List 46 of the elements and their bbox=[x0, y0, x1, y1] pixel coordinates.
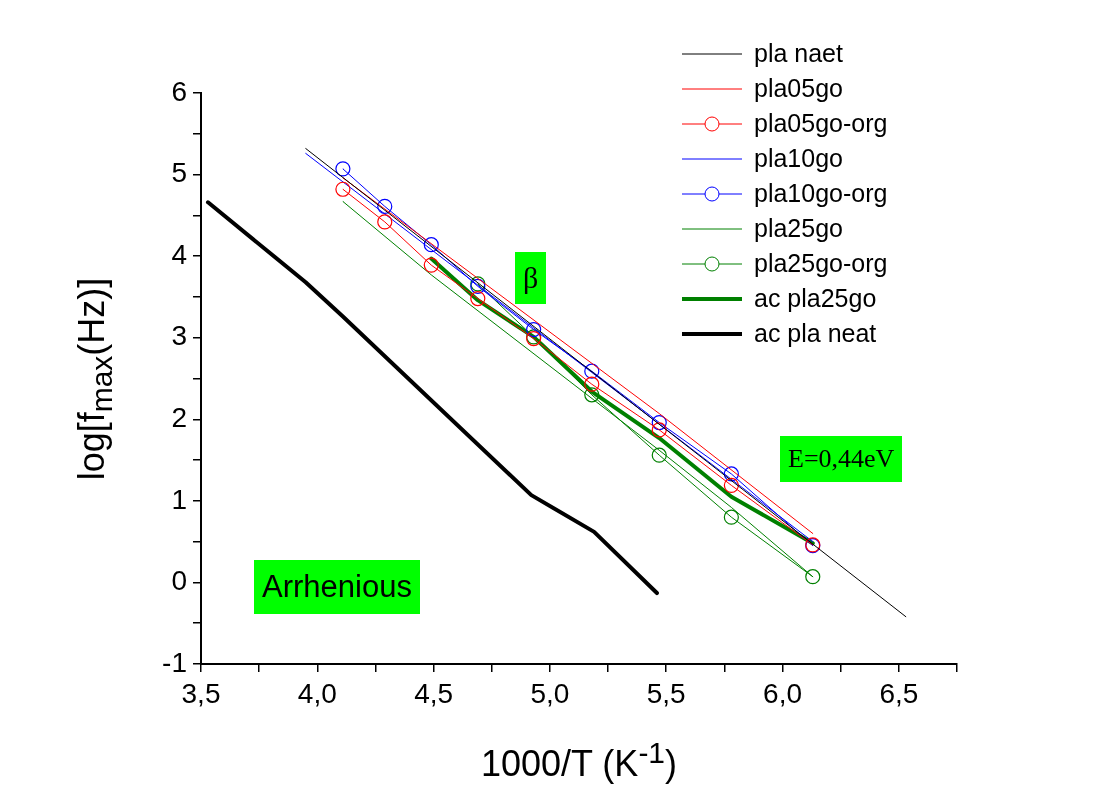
legend-label: pla05go bbox=[754, 74, 843, 103]
y-tick-label: 1 bbox=[171, 483, 187, 515]
legend-label: pla25go bbox=[754, 214, 843, 243]
point bbox=[651, 414, 667, 431]
x-tick-label: 4,5 bbox=[414, 677, 454, 709]
y-tick-label: 3 bbox=[171, 320, 187, 352]
y-tick-label: -1 bbox=[162, 646, 187, 678]
point bbox=[584, 387, 600, 403]
point bbox=[584, 363, 600, 379]
legend-label: pla05go-org bbox=[754, 109, 888, 138]
legend-label: pla10go-org bbox=[754, 179, 888, 208]
point bbox=[335, 161, 351, 177]
x-tick-label: 6,5 bbox=[879, 677, 919, 709]
x-tick-label: 5,5 bbox=[646, 677, 686, 709]
x-tick-label: 4,0 bbox=[297, 677, 337, 709]
legend-label: pla naet bbox=[754, 39, 843, 68]
point bbox=[470, 290, 486, 307]
annotation: E=0,44eV bbox=[780, 436, 903, 482]
x-tick-label: 5,0 bbox=[530, 677, 570, 709]
point bbox=[651, 422, 667, 438]
y-tick-label: 6 bbox=[171, 75, 187, 107]
point bbox=[723, 466, 739, 482]
legend-label: ac pla25go bbox=[754, 284, 877, 313]
x-axis-title: 1000/T (K$^{-1}$) bbox=[480, 735, 678, 786]
y-tick-label: 4 bbox=[171, 238, 187, 270]
y-tick-label: 0 bbox=[171, 565, 187, 597]
point bbox=[335, 181, 351, 197]
point bbox=[723, 509, 739, 525]
y-tick-label: 5 bbox=[171, 157, 187, 189]
annotation: β bbox=[515, 252, 547, 304]
legend-label: ac pla neat bbox=[754, 319, 877, 348]
x-tick-label: 3,5 bbox=[181, 677, 221, 709]
point bbox=[526, 321, 542, 338]
point bbox=[423, 237, 439, 253]
annotation: Arrhenious bbox=[254, 560, 420, 614]
legend-label: pla25go-org bbox=[754, 249, 888, 278]
point bbox=[423, 257, 439, 273]
point bbox=[377, 198, 393, 214]
point bbox=[584, 376, 600, 392]
point bbox=[723, 477, 739, 493]
point bbox=[805, 569, 821, 585]
legend-label: pla10go bbox=[754, 144, 843, 173]
y-tick-label: 2 bbox=[171, 402, 187, 433]
point bbox=[377, 214, 393, 230]
x-tick-label: 6,0 bbox=[763, 677, 803, 709]
point bbox=[651, 447, 667, 463]
